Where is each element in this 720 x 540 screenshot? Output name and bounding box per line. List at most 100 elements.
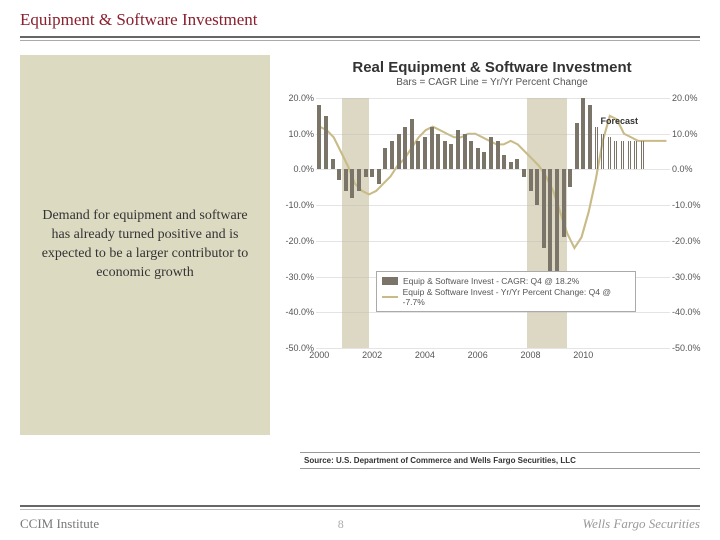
bar: [390, 141, 394, 170]
bar: [515, 159, 519, 170]
ytick-left: -40.0%: [280, 307, 314, 317]
xtick: 2010: [573, 350, 593, 360]
ytick-right: -30.0%: [672, 272, 706, 282]
bar: [595, 127, 599, 170]
line-path: [320, 116, 667, 248]
bar: [522, 169, 526, 176]
x-axis: 200020022004200620082010: [316, 348, 670, 364]
bar: [337, 169, 341, 180]
bar: [476, 148, 480, 169]
gridline: [316, 134, 670, 135]
gridline: [316, 312, 670, 313]
forecast-label: Forecast: [601, 116, 639, 126]
bar: [403, 127, 407, 170]
bar: [568, 169, 572, 187]
xtick: 2002: [362, 350, 382, 360]
sidebar-panel: Demand for equipment and software has al…: [20, 55, 270, 435]
bar: [621, 141, 625, 170]
gridline: [316, 241, 670, 242]
bar: [489, 137, 493, 169]
bar: [430, 127, 434, 170]
bar: [350, 169, 354, 198]
ytick-right: -10.0%: [672, 200, 706, 210]
bar: [317, 105, 321, 169]
bar: [456, 130, 460, 169]
bar: [410, 119, 414, 169]
bar: [364, 169, 368, 176]
bar: [608, 137, 612, 169]
ytick-right: 0.0%: [672, 164, 706, 174]
chart-title: Real Equipment & Software Investment: [284, 59, 700, 76]
bar: [482, 152, 486, 170]
ytick-right: -50.0%: [672, 343, 706, 353]
bar: [641, 141, 645, 170]
y-axis-right: 20.0%10.0%0.0%-10.0%-20.0%-30.0%-40.0%-5…: [672, 98, 706, 348]
bar: [370, 169, 374, 176]
wells-fargo-logo: Wells Fargo Securities: [583, 516, 700, 532]
bar: [344, 169, 348, 190]
bar: [324, 116, 328, 170]
slide-header: Equipment & Software Investment: [0, 0, 720, 45]
chart-subtitle: Bars = CAGR Line = Yr/Yr Percent Change: [284, 77, 700, 88]
legend-line-label: Equip & Software Invest - Yr/Yr Percent …: [403, 287, 630, 307]
bar: [529, 169, 533, 190]
footer-inner: CCIM Institute 8 Wells Fargo Securities: [20, 516, 700, 532]
ytick-left: 20.0%: [280, 93, 314, 103]
header-rule-thin: [20, 40, 700, 41]
bar: [331, 159, 335, 170]
bar: [436, 134, 440, 170]
legend-row-line: Equip & Software Invest - Yr/Yr Percent …: [382, 287, 630, 307]
bar: [463, 134, 467, 170]
footer-rule-thick: [20, 505, 700, 507]
ytick-right: 20.0%: [672, 93, 706, 103]
ytick-left: -30.0%: [280, 272, 314, 282]
bar: [383, 148, 387, 169]
legend-row-bar: Equip & Software Invest - CAGR: Q4 @ 18.…: [382, 276, 630, 286]
bar: [581, 98, 585, 169]
footer-left: CCIM Institute: [20, 516, 99, 532]
xtick: 2008: [520, 350, 540, 360]
gridline: [316, 98, 670, 99]
footer-rule-thin: [20, 509, 700, 510]
ytick-left: -10.0%: [280, 200, 314, 210]
ytick-left: 0.0%: [280, 164, 314, 174]
legend-swatch-line: [382, 296, 398, 298]
xtick: 2006: [468, 350, 488, 360]
plot-area: 20.0%10.0%0.0%-10.0%-20.0%-30.0%-40.0%-5…: [316, 98, 670, 348]
bar: [588, 105, 592, 169]
gridline: [316, 169, 670, 170]
bar: [634, 141, 638, 170]
bar: [502, 155, 506, 169]
chart-panel: Real Equipment & Software Investment Bar…: [284, 55, 700, 435]
slide-footer: CCIM Institute 8 Wells Fargo Securities: [0, 505, 720, 532]
bar: [601, 134, 605, 170]
ytick-left: -20.0%: [280, 236, 314, 246]
bar: [496, 141, 500, 170]
sidebar-text: Demand for equipment and software has al…: [34, 207, 256, 283]
bar: [357, 169, 361, 190]
bar: [542, 169, 546, 248]
gridline: [316, 205, 670, 206]
legend-swatch-bar: [382, 277, 398, 285]
bar: [416, 141, 420, 170]
xtick: 2004: [415, 350, 435, 360]
bar: [423, 137, 427, 169]
bar: [548, 169, 552, 276]
header-rule-thick: [20, 36, 700, 38]
legend-bar-label: Equip & Software Invest - CAGR: Q4 @ 18.…: [403, 276, 579, 286]
bar: [377, 169, 381, 183]
ytick-right: -20.0%: [672, 236, 706, 246]
bar: [614, 141, 618, 170]
y-axis-left: 20.0%10.0%0.0%-10.0%-20.0%-30.0%-40.0%-5…: [280, 98, 314, 348]
bar: [628, 141, 632, 170]
ytick-right: 10.0%: [672, 129, 706, 139]
source-citation: Source: U.S. Department of Commerce and …: [300, 452, 700, 469]
ytick-left: 10.0%: [280, 129, 314, 139]
bar: [575, 123, 579, 169]
bar: [469, 141, 473, 170]
xtick: 2000: [309, 350, 329, 360]
bar: [449, 144, 453, 169]
bar: [562, 169, 566, 237]
page-number: 8: [338, 517, 344, 532]
ytick-right: -40.0%: [672, 307, 706, 317]
